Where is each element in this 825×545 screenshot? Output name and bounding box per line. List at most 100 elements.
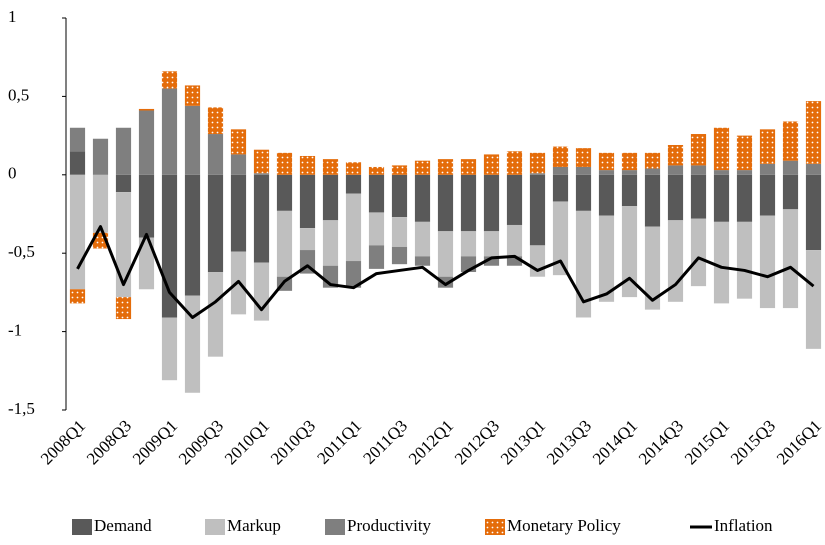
bar — [368, 212, 385, 246]
bar — [552, 146, 569, 167]
bar — [529, 245, 546, 277]
bar — [598, 215, 615, 302]
bar — [759, 163, 776, 175]
bar — [805, 101, 822, 164]
bar — [552, 174, 569, 202]
bar — [253, 262, 270, 321]
bar — [575, 148, 592, 167]
x-tick-label: 2015Q1 — [681, 416, 733, 468]
bar — [115, 192, 132, 298]
x-tick-label: 2013Q3 — [543, 416, 595, 468]
bar — [644, 152, 661, 169]
bar — [184, 295, 201, 393]
bar — [437, 174, 454, 232]
bar — [92, 138, 109, 175]
x-tick-label: 2013Q1 — [497, 416, 549, 468]
x-tick-label: 2009Q3 — [175, 416, 227, 468]
bar — [368, 245, 385, 269]
bar — [736, 174, 753, 222]
x-tick-label: 2016Q1 — [773, 416, 825, 468]
x-tick-label: 2010Q1 — [221, 416, 273, 468]
bar — [598, 174, 615, 216]
x-tick-label: 2008Q3 — [83, 416, 135, 468]
bar — [483, 256, 500, 266]
bar — [690, 218, 707, 287]
bar — [759, 174, 776, 216]
bar — [575, 210, 592, 318]
bar — [230, 154, 247, 175]
bar — [115, 297, 132, 320]
bar — [529, 174, 546, 246]
bar — [782, 174, 799, 210]
bar — [644, 174, 661, 227]
bar — [322, 220, 339, 266]
x-tick-label: 2014Q1 — [589, 416, 641, 468]
bar — [736, 170, 753, 175]
bar — [690, 165, 707, 175]
bar — [805, 250, 822, 349]
legend-swatch — [325, 519, 345, 535]
bar — [460, 231, 477, 257]
bar — [92, 174, 109, 233]
bar — [782, 209, 799, 309]
bar — [690, 134, 707, 166]
bar — [782, 121, 799, 161]
bar — [207, 134, 224, 175]
bar — [759, 129, 776, 164]
bar — [69, 174, 86, 290]
bar — [621, 206, 638, 298]
legend-label: Inflation — [714, 516, 773, 535]
bar — [299, 228, 316, 251]
bar — [184, 85, 201, 106]
bar — [345, 174, 362, 194]
bar — [69, 289, 86, 304]
bar — [138, 237, 155, 290]
bar — [552, 166, 569, 175]
bar — [414, 160, 431, 175]
bar — [115, 127, 132, 175]
bar — [161, 317, 178, 381]
legend-swatch — [485, 519, 505, 535]
bar — [483, 231, 500, 257]
legend-label: Monetary Policy — [507, 516, 621, 535]
bar — [368, 166, 385, 175]
y-tick-label: -1 — [8, 321, 22, 340]
legend-swatch — [205, 519, 225, 535]
bar — [506, 151, 523, 175]
bar — [598, 170, 615, 175]
bar — [598, 152, 615, 171]
bar — [460, 159, 477, 175]
bar — [529, 152, 546, 174]
bar — [345, 193, 362, 262]
bar — [161, 71, 178, 89]
bar — [138, 108, 155, 111]
bar — [345, 261, 362, 288]
bar — [575, 174, 592, 211]
bar — [69, 127, 86, 152]
x-tick-label: 2014Q3 — [635, 416, 687, 468]
bar — [276, 210, 293, 277]
bar — [299, 155, 316, 175]
bar — [414, 221, 431, 257]
x-tick-label: 2010Q3 — [267, 416, 319, 468]
bar — [736, 221, 753, 299]
bar — [391, 246, 408, 265]
bar — [667, 174, 684, 221]
legend-label: Demand — [94, 516, 152, 535]
y-tick-label: 0 — [8, 164, 17, 183]
bar — [253, 149, 270, 174]
bar — [138, 110, 155, 175]
y-tick-label: -0,5 — [8, 242, 35, 261]
x-tick-label: 2011Q3 — [359, 416, 411, 468]
bar — [713, 174, 730, 222]
bar — [713, 127, 730, 171]
bar — [253, 173, 270, 175]
bar — [552, 201, 569, 276]
bar — [414, 256, 431, 266]
x-tick-label: 2011Q1 — [313, 416, 365, 468]
bar — [644, 226, 661, 310]
bar — [207, 174, 224, 273]
bar — [460, 174, 477, 232]
y-tick-label: -1,5 — [8, 399, 35, 418]
